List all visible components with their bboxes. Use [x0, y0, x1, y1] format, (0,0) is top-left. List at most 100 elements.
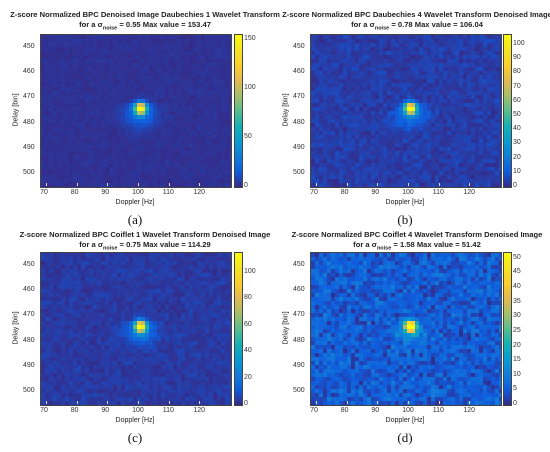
heatmap-cell	[113, 261, 117, 265]
heatmap-plot-area[interactable]	[40, 252, 232, 406]
heatmap-cell	[311, 123, 315, 127]
heatmap-cell	[173, 309, 177, 313]
heatmap-cell	[371, 99, 375, 103]
heatmap-cell	[347, 75, 351, 79]
heatmap-cell	[157, 123, 161, 127]
heatmap-cell	[145, 155, 149, 159]
heatmap-cell	[89, 135, 93, 139]
heatmap-cell	[471, 91, 475, 95]
heatmap-cell	[49, 317, 53, 321]
heatmap-cell	[391, 115, 395, 119]
heatmap-cell	[57, 127, 61, 131]
heatmap-cell	[315, 79, 319, 83]
heatmap-cell	[201, 119, 205, 123]
heatmap-cell	[487, 103, 491, 107]
heatmap-cell	[351, 131, 355, 135]
heatmap-cell	[383, 131, 387, 135]
heatmap-cell	[435, 63, 439, 67]
heatmap-cell	[339, 107, 343, 111]
heatmap-cell	[117, 79, 121, 83]
heatmap-cell	[109, 83, 113, 87]
heatmap-cell	[77, 183, 81, 187]
heatmap-cell	[471, 143, 475, 147]
heatmap-cell	[125, 35, 129, 39]
heatmap-cell	[73, 39, 77, 43]
heatmap-cell	[327, 43, 331, 47]
heatmap-cell	[81, 261, 85, 265]
heatmap-cell	[137, 301, 141, 305]
heatmap-cell	[475, 87, 479, 91]
heatmap-cell	[57, 119, 61, 123]
heatmap-cell	[411, 127, 415, 131]
heatmap-cell	[85, 71, 89, 75]
heatmap-cell	[213, 179, 217, 183]
heatmap-cell	[399, 147, 403, 151]
heatmap-cell	[487, 135, 491, 139]
heatmap-cell	[173, 43, 177, 47]
heatmap-cell	[57, 325, 61, 329]
heatmap-cell	[61, 55, 65, 59]
heatmap-cell	[387, 151, 391, 155]
heatmap-cell	[89, 59, 93, 63]
heatmap-cell	[205, 321, 209, 325]
heatmap-cell	[121, 39, 125, 43]
heatmap-cell	[133, 151, 137, 155]
heatmap-cell	[101, 333, 105, 337]
heatmap-cell	[351, 75, 355, 79]
heatmap-cell	[189, 309, 193, 313]
heatmap-cell	[209, 301, 213, 305]
heatmap-cell	[141, 167, 145, 171]
heatmap-cell	[61, 321, 65, 325]
heatmap-cell	[61, 43, 65, 47]
heatmap-cell	[229, 47, 231, 51]
heatmap-cell	[113, 103, 117, 107]
heatmap-cell	[435, 131, 439, 135]
heatmap-cell	[161, 329, 165, 333]
heatmap-cell	[129, 329, 133, 333]
heatmap-cell	[169, 353, 173, 357]
heatmap-cell	[113, 51, 117, 55]
heatmap-cell	[367, 159, 371, 163]
heatmap-cell	[499, 115, 501, 119]
heatmap-cell	[331, 107, 335, 111]
heatmap-cell	[81, 35, 85, 39]
heatmap-cell	[177, 333, 181, 337]
heatmap-cell	[483, 51, 487, 55]
heatmap-cell	[93, 67, 97, 71]
heatmap-cell	[61, 179, 65, 183]
heatmap-cell	[169, 147, 173, 151]
heatmap-cell	[491, 151, 495, 155]
heatmap-cell	[49, 91, 53, 95]
heatmap-cell	[89, 253, 93, 257]
heatmap-cell	[141, 155, 145, 159]
heatmap-cell	[483, 63, 487, 67]
heatmap-plot-area[interactable]	[40, 34, 232, 188]
heatmap-cell	[483, 143, 487, 147]
heatmap-cell	[193, 159, 197, 163]
heatmap-cell	[375, 99, 379, 103]
heatmap-cell	[109, 273, 113, 277]
colorbar-tick-label: 150	[244, 34, 256, 42]
heatmap-cell	[73, 59, 77, 63]
heatmap-cell	[133, 333, 137, 337]
heatmap-cell	[499, 99, 501, 103]
heatmap-cell	[93, 71, 97, 75]
heatmap-cell	[53, 341, 57, 345]
heatmap-cell	[53, 51, 57, 55]
heatmap-cell	[217, 329, 221, 333]
heatmap-cell	[225, 75, 229, 79]
heatmap-plot-area[interactable]	[310, 34, 502, 188]
heatmap-cell	[157, 119, 161, 123]
heatmap-cell	[367, 87, 371, 91]
heatmap-cell	[343, 131, 347, 135]
heatmap-cell	[371, 155, 375, 159]
heatmap-cell	[77, 99, 81, 103]
heatmap-cell	[435, 87, 439, 91]
heatmap-cell	[439, 83, 443, 87]
heatmap-cell	[483, 119, 487, 123]
heatmap-cell	[69, 155, 73, 159]
heatmap-cell	[379, 183, 383, 187]
heatmap-cell	[105, 293, 109, 297]
heatmap-cell	[475, 51, 479, 55]
heatmap-cell	[197, 159, 201, 163]
